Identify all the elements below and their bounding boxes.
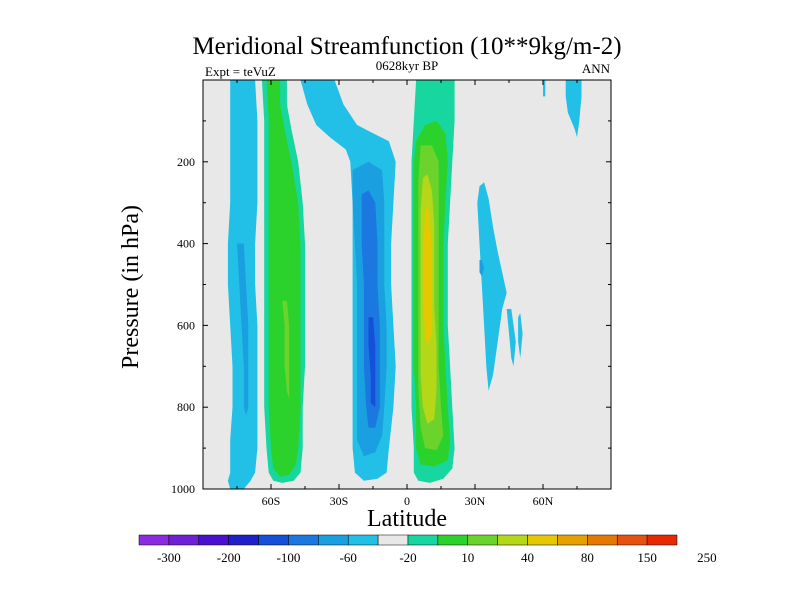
contour-nh-ferrel-negative-tail2 [518, 313, 523, 359]
colorbar-swatch [407, 534, 439, 546]
contour-nh-polar-negative-dot [543, 80, 546, 97]
contour-nh-hadley-positive-core [422, 202, 432, 346]
colorbar: -300 -200 -100 -60 -20 10 40 80 150 250 [138, 534, 717, 565]
colorbar-swatch [497, 534, 528, 546]
contour-nh-ferrel-negative-cell [477, 182, 507, 391]
colorbar-label: 40 [521, 550, 534, 565]
contour-nh-ferrel-negative-tail [506, 309, 516, 367]
colorbar-label: -100 [277, 550, 301, 565]
colorbar-label: -20 [399, 550, 416, 565]
colorbar-label: -300 [157, 550, 181, 565]
colorbar-swatch [587, 534, 618, 546]
colorbar-swatch [646, 534, 678, 546]
y-tick-label: 400 [177, 237, 195, 251]
contour-nh-polar-negative-wisp [565, 80, 582, 138]
x-tick-label: 30N [465, 494, 486, 508]
subtitle-left: Expt = teVuZ [205, 64, 276, 79]
colorbar-swatch [557, 534, 588, 546]
y-tick-label: 600 [177, 318, 195, 332]
contour-nh-ferrel-negative-spot [479, 260, 485, 277]
colorbar-label: 250 [697, 550, 717, 565]
y-axis-label: Pressure (in hPa) [118, 205, 144, 369]
colorbar-swatch [198, 534, 229, 546]
x-tick-label: 60S [262, 494, 281, 508]
colorbar-label: 80 [581, 550, 594, 565]
colorbar-swatch [318, 534, 349, 546]
y-tick-label: 200 [177, 155, 195, 169]
colorbar-swatch [288, 534, 319, 546]
colorbar-label: 10 [461, 550, 474, 565]
chart-title: Meridional Streamfunction (10**9kg/m-2) [192, 33, 621, 60]
x-tick-label: 30S [330, 494, 349, 508]
axes: 200 400 600 800 1000 60S 30S 0 30N 60N [171, 79, 612, 508]
subtitle-right: ANN [582, 61, 611, 76]
colorbar-swatch [258, 534, 289, 546]
x-axis-label: Latitude [367, 506, 447, 532]
colorbar-swatch [347, 534, 379, 546]
colorbar-swatch [616, 534, 648, 546]
x-tick-label: 60N [533, 494, 554, 508]
colorbar-swatch [527, 534, 558, 546]
contour-sh-hadley-negative-core [368, 317, 376, 408]
colorbar-label: -200 [217, 550, 241, 565]
contour-sh-ferrel-positive-core [282, 300, 290, 399]
colorbar-swatch [377, 534, 409, 546]
colorbar-label: 150 [637, 550, 657, 565]
subtitle-center: 0628kyr BP [376, 58, 438, 73]
x-tick-label: 0 [404, 494, 410, 508]
contour-sh-polar-negative-core [237, 243, 249, 416]
colorbar-swatch [437, 534, 469, 546]
colorbar-swatch [138, 534, 170, 546]
y-tick-label: 1000 [171, 482, 195, 496]
contour-sh-ferrel-positive-fill [266, 80, 301, 477]
colorbar-swatch [168, 534, 200, 546]
plot-area [203, 80, 611, 489]
colorbar-swatch [467, 534, 498, 546]
y-tick-label: 800 [177, 400, 195, 414]
colorbar-label: -60 [340, 550, 357, 565]
colorbar-swatch [228, 534, 259, 546]
